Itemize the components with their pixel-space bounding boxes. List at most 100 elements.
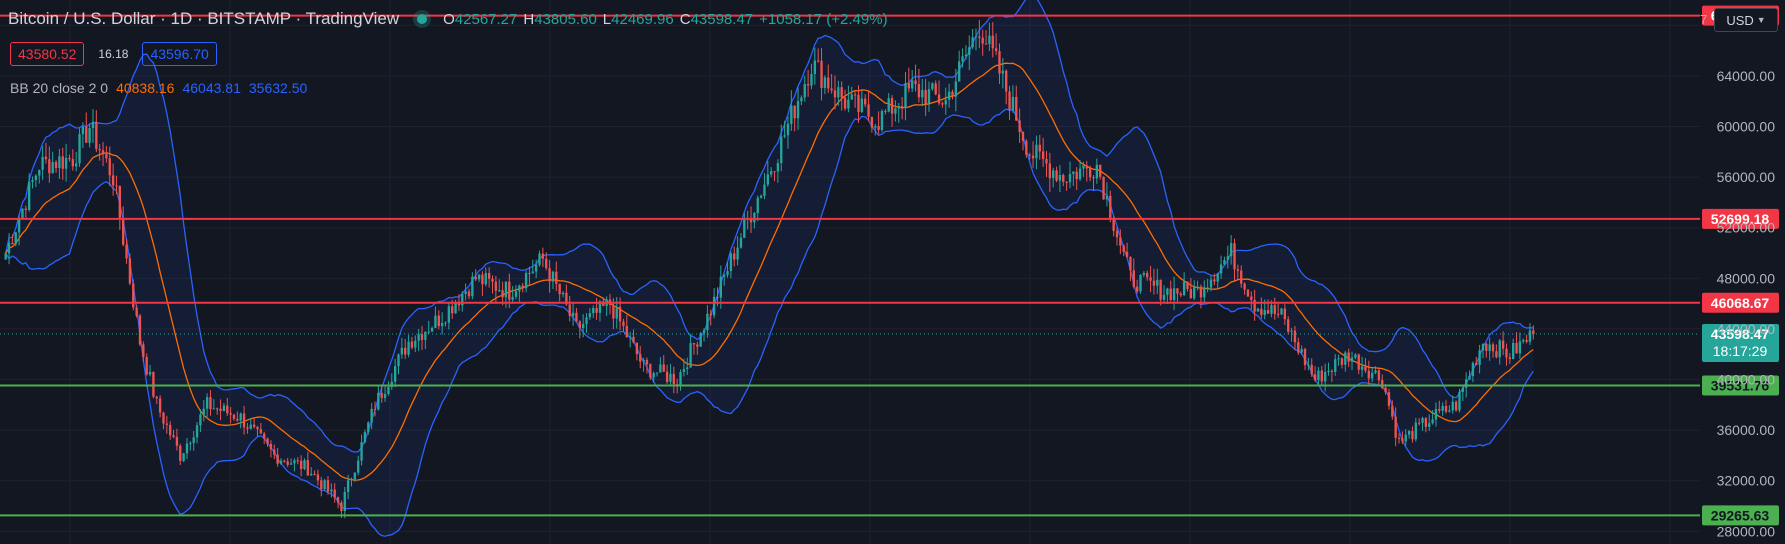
candle-body bbox=[95, 121, 98, 150]
candle-body bbox=[581, 323, 585, 329]
candle-body bbox=[461, 293, 464, 306]
candle-body bbox=[1387, 392, 1391, 406]
candle-body bbox=[494, 281, 498, 291]
candle-body bbox=[924, 89, 927, 104]
candle-body bbox=[1374, 370, 1377, 373]
candle-body bbox=[142, 344, 145, 358]
candle-body bbox=[1159, 279, 1162, 300]
candle-body bbox=[370, 408, 373, 423]
candle-body bbox=[487, 273, 491, 279]
candle-body bbox=[659, 364, 662, 373]
candle-body bbox=[457, 303, 461, 306]
last-price-label-bg bbox=[1702, 324, 1779, 363]
candle-body bbox=[24, 208, 27, 211]
level-label: 29265.63 bbox=[1711, 507, 1770, 523]
spread-value: 16.18 bbox=[98, 47, 129, 61]
sell-button[interactable]: 43580.52 bbox=[10, 42, 85, 66]
candle-body bbox=[1129, 256, 1132, 271]
candle-body bbox=[954, 81, 958, 97]
y-tick-label: 36000.00 bbox=[1717, 422, 1776, 438]
candle-body bbox=[397, 354, 400, 367]
candle-body bbox=[51, 161, 54, 174]
candle-body bbox=[1172, 288, 1176, 301]
y-tick-label: 48000.00 bbox=[1717, 270, 1776, 286]
candle-body bbox=[696, 344, 699, 347]
candle-body bbox=[1028, 154, 1031, 156]
candle-body bbox=[1347, 352, 1350, 362]
candle-body bbox=[31, 179, 34, 182]
candle-body bbox=[1203, 288, 1206, 298]
candle-body bbox=[1411, 431, 1414, 440]
candle-body bbox=[870, 116, 874, 128]
candle-body bbox=[1092, 177, 1095, 179]
candle-body bbox=[1323, 372, 1327, 382]
candle-body bbox=[1135, 286, 1139, 292]
candle-body bbox=[1256, 308, 1260, 312]
candle-body bbox=[545, 258, 548, 269]
candle-body bbox=[702, 330, 706, 333]
candle-body bbox=[887, 98, 890, 112]
candle-body bbox=[1461, 387, 1464, 392]
candle-body bbox=[189, 442, 192, 444]
candle-body bbox=[226, 405, 229, 414]
candle-body bbox=[1169, 288, 1172, 301]
bb-lower-line bbox=[5, 108, 1534, 537]
candle-body bbox=[759, 195, 763, 198]
candle-body bbox=[1414, 422, 1417, 440]
candle-body bbox=[1303, 349, 1307, 366]
candle-body bbox=[1246, 289, 1250, 297]
candle-body bbox=[81, 126, 85, 135]
candle-body bbox=[927, 89, 931, 104]
buy-button[interactable]: 43596.70 bbox=[142, 42, 217, 66]
candle-body bbox=[387, 386, 390, 394]
candle-body bbox=[437, 315, 440, 327]
candle-body bbox=[1512, 342, 1515, 360]
candle-body bbox=[1404, 434, 1407, 442]
candle-body bbox=[105, 154, 108, 159]
candle-body bbox=[410, 341, 414, 348]
candle-body bbox=[1176, 288, 1179, 294]
candle-body bbox=[1357, 354, 1360, 370]
candle-body bbox=[1384, 387, 1387, 393]
candle-body bbox=[981, 37, 984, 44]
candle-body bbox=[561, 292, 565, 295]
candle-body bbox=[847, 99, 850, 109]
currency-selector[interactable]: USD ▼ bbox=[1714, 8, 1778, 32]
candle-body bbox=[122, 219, 125, 245]
candle-body bbox=[1250, 296, 1253, 300]
candle-body bbox=[1283, 308, 1287, 320]
candle-body bbox=[424, 331, 427, 340]
y-tick-label: 56000.00 bbox=[1717, 169, 1776, 185]
candle-body bbox=[655, 372, 659, 374]
candle-body bbox=[1458, 391, 1461, 411]
candle-body bbox=[1018, 120, 1021, 132]
last-price-label: 43598.47 bbox=[1711, 326, 1770, 342]
candle-body bbox=[1115, 230, 1119, 238]
candle-body bbox=[652, 373, 655, 378]
candle-body bbox=[739, 237, 743, 248]
candle-body bbox=[1085, 165, 1088, 169]
candle-body bbox=[1132, 270, 1135, 287]
candle-body bbox=[974, 36, 978, 38]
indicator-legend[interactable]: BB 20 close 2 0 40838.16 46043.81 35632.… bbox=[10, 80, 307, 96]
candle-body bbox=[1008, 91, 1011, 111]
currency-label: USD bbox=[1726, 12, 1754, 28]
candle-body bbox=[182, 453, 185, 461]
candle-body bbox=[628, 336, 632, 338]
candle-body bbox=[753, 212, 756, 223]
candle-body bbox=[259, 429, 263, 434]
candle-body bbox=[773, 171, 776, 173]
candle-body bbox=[71, 159, 75, 167]
candle-body bbox=[776, 163, 780, 172]
candle-body bbox=[266, 438, 269, 445]
symbol-title[interactable]: Bitcoin / U.S. Dollar · 1D · BITSTAMP · … bbox=[8, 9, 400, 28]
candle-body bbox=[21, 208, 24, 219]
candle-body bbox=[1290, 330, 1293, 332]
candle-body bbox=[706, 313, 709, 331]
candle-body bbox=[1001, 70, 1005, 74]
candle-body bbox=[219, 408, 222, 411]
candle-body bbox=[1229, 243, 1233, 257]
candle-body bbox=[252, 424, 256, 427]
candle-body bbox=[1146, 272, 1149, 278]
